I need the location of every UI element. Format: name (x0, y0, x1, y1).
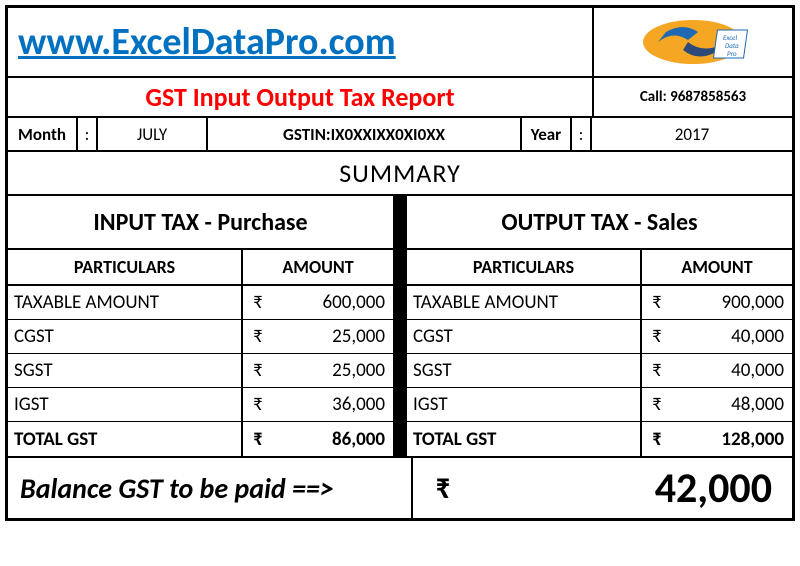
website-link[interactable]: www.ExcelDataPro.com (18, 19, 396, 65)
report-title: GST Input Output Tax Report (8, 78, 592, 116)
currency-symbol: ₹ (642, 286, 672, 319)
currency-symbol: ₹ (243, 354, 273, 387)
colon: : (572, 118, 592, 150)
currency-symbol: ₹ (243, 422, 273, 456)
month-label: Month (8, 118, 78, 150)
table-row: TAXABLE AMOUNT ₹ 900,000 (407, 286, 792, 320)
url-cell: www.ExcelDataPro.com (8, 8, 592, 76)
logo-cell: Excel Data Pro (592, 8, 792, 76)
row-label: SGST (407, 354, 642, 387)
output-tax-title: OUTPUT TAX - Sales (407, 196, 792, 250)
header-row: www.ExcelDataPro.com Excel Data Pro (8, 8, 792, 78)
month-value: JULY (98, 118, 208, 150)
year-label: Year (522, 118, 572, 150)
row-value: 40,000 (672, 354, 792, 387)
summary-heading: SUMMARY (8, 152, 792, 196)
table-row: CGST ₹ 40,000 (407, 320, 792, 354)
balance-label: Balance GST to be paid ==> (8, 458, 413, 518)
row-value: 40,000 (672, 320, 792, 353)
table-row: IGST ₹ 36,000 (8, 388, 393, 422)
row-label: CGST (8, 320, 243, 353)
row-label: CGST (407, 320, 642, 353)
output-tax-column: OUTPUT TAX - Sales PARTICULARS AMOUNT TA… (407, 196, 792, 456)
row-label: TAXABLE AMOUNT (8, 286, 243, 319)
table-row: TAXABLE AMOUNT ₹ 600,000 (8, 286, 393, 320)
row-value: 25,000 (273, 354, 393, 387)
input-tax-column: INPUT TAX - Purchase PARTICULARS AMOUNT … (8, 196, 393, 456)
currency-symbol: ₹ (642, 320, 672, 353)
report-sheet: www.ExcelDataPro.com Excel Data Pro GST … (5, 5, 795, 521)
currency-symbol: ₹ (642, 422, 672, 456)
total-row: TOTAL GST ₹ 128,000 (407, 422, 792, 456)
total-row: TOTAL GST ₹ 86,000 (8, 422, 393, 456)
row-value: 900,000 (672, 286, 792, 319)
balance-value: 42,000 (473, 458, 792, 518)
row-label: SGST (8, 354, 243, 387)
table-row: CGST ₹ 25,000 (8, 320, 393, 354)
amount-header: AMOUNT (642, 250, 792, 284)
call-label: Call: 9687858563 (592, 78, 792, 116)
title-row: GST Input Output Tax Report Call: 968785… (8, 78, 792, 118)
currency-symbol: ₹ (243, 286, 273, 319)
currency-symbol: ₹ (243, 388, 273, 421)
particulars-header: PARTICULARS (8, 250, 243, 284)
row-value: 36,000 (273, 388, 393, 421)
row-value: 600,000 (273, 286, 393, 319)
gstin-value: GSTIN:IX0XXIXX0XI0XX (208, 118, 522, 150)
row-value: 25,000 (273, 320, 393, 353)
output-tax-header: PARTICULARS AMOUNT (407, 250, 792, 286)
meta-row: Month : JULY GSTIN:IX0XXIXX0XI0XX Year :… (8, 118, 792, 152)
currency-symbol: ₹ (642, 354, 672, 387)
total-label: TOTAL GST (8, 422, 243, 456)
balance-row: Balance GST to be paid ==> ₹ 42,000 (8, 458, 792, 518)
total-label: TOTAL GST (407, 422, 642, 456)
row-label: TAXABLE AMOUNT (407, 286, 642, 319)
row-label: IGST (8, 388, 243, 421)
table-row: SGST ₹ 40,000 (407, 354, 792, 388)
currency-symbol: ₹ (413, 458, 473, 518)
colon: : (78, 118, 98, 150)
input-tax-header: PARTICULARS AMOUNT (8, 250, 393, 286)
row-label: IGST (407, 388, 642, 421)
table-row: IGST ₹ 48,000 (407, 388, 792, 422)
total-value: 86,000 (273, 422, 393, 456)
table-row: SGST ₹ 25,000 (8, 354, 393, 388)
total-value: 128,000 (672, 422, 792, 456)
tax-section: INPUT TAX - Purchase PARTICULARS AMOUNT … (8, 196, 792, 458)
input-tax-title: INPUT TAX - Purchase (8, 196, 393, 250)
year-value: 2017 (592, 118, 792, 150)
row-value: 48,000 (672, 388, 792, 421)
currency-symbol: ₹ (243, 320, 273, 353)
svg-text:Pro: Pro (727, 49, 737, 58)
particulars-header: PARTICULARS (407, 250, 642, 284)
logo-icon: Excel Data Pro (628, 12, 758, 72)
currency-symbol: ₹ (642, 388, 672, 421)
amount-header: AMOUNT (243, 250, 393, 284)
column-divider (393, 196, 407, 456)
